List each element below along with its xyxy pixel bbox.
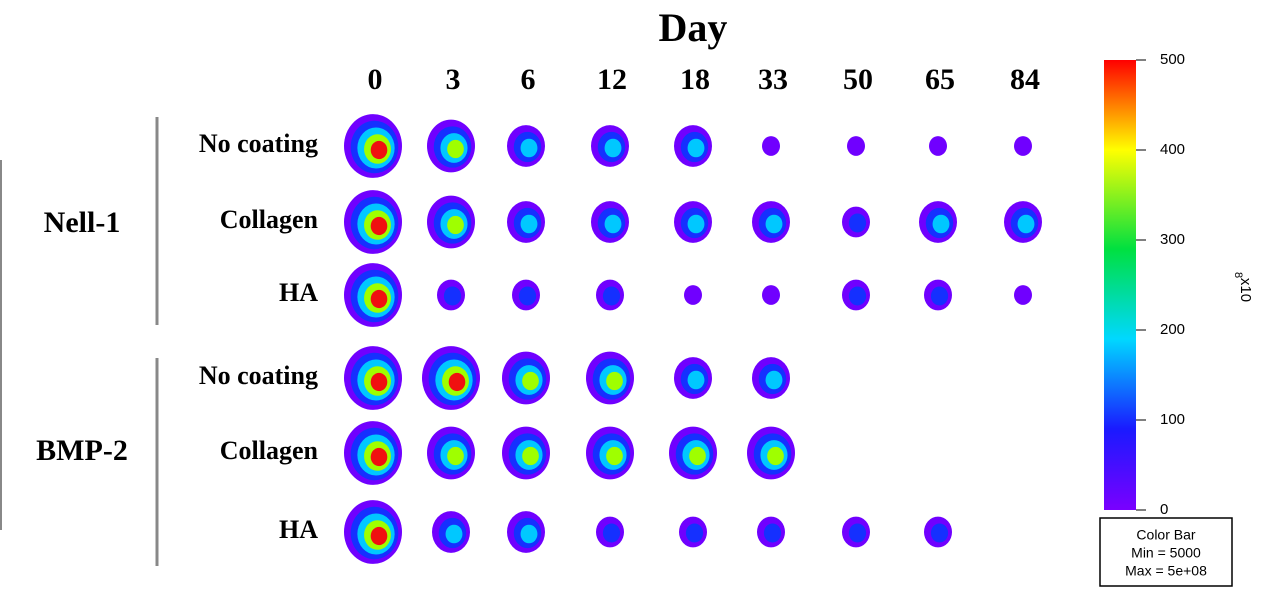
signal-blob	[767, 447, 784, 465]
signal-blob	[522, 447, 539, 465]
signal-blob	[603, 524, 620, 543]
row-label: No coating	[199, 129, 318, 158]
day-label: 33	[758, 63, 788, 96]
unit-label: x10	[1237, 278, 1254, 302]
signal-blob	[764, 524, 781, 543]
signal-blob	[1018, 215, 1035, 234]
signal-blob	[447, 216, 464, 234]
signal-blob	[449, 373, 466, 391]
group-label: BMP-2	[36, 434, 128, 467]
signal-blob	[688, 215, 705, 234]
unit-exponent: 8	[1232, 272, 1244, 278]
signal-blob	[686, 524, 703, 543]
signal-blob	[931, 287, 948, 306]
color-bar-info: Max = 5e+08	[1125, 563, 1207, 579]
color-bar-info: Color Bar	[1136, 527, 1195, 543]
signal-blob	[1014, 285, 1032, 305]
signal-blob	[522, 372, 539, 390]
day-label: 18	[680, 63, 710, 96]
signal-blob	[447, 447, 464, 465]
tick-label: 400	[1160, 141, 1185, 158]
tick-label: 200	[1160, 321, 1185, 338]
day-label: 6	[521, 63, 536, 96]
row-label: No coating	[199, 361, 318, 390]
signal-blob	[521, 139, 538, 158]
row-label: Collagen	[220, 436, 319, 465]
signal-blob	[444, 287, 461, 306]
signal-blob	[371, 373, 388, 391]
group-label: Nell-1	[44, 206, 121, 239]
signal-blob	[521, 525, 538, 544]
title: Day	[659, 5, 728, 50]
signal-blob	[684, 285, 702, 305]
tick-label: 500	[1160, 51, 1185, 68]
signal-blob	[762, 285, 780, 305]
signal-blob	[606, 447, 623, 465]
color-bar	[1104, 60, 1136, 510]
signal-blob	[688, 371, 705, 390]
row-label: HA	[279, 278, 318, 307]
signal-blob	[606, 372, 623, 390]
day-label: 84	[1010, 63, 1040, 96]
signal-blob	[762, 136, 780, 156]
row-label: HA	[279, 515, 318, 544]
day-label: 12	[597, 63, 627, 96]
signal-blob	[931, 524, 948, 543]
signal-blob	[521, 215, 538, 234]
tick-label: 100	[1160, 411, 1185, 428]
signal-blob	[933, 215, 950, 234]
signal-blob	[766, 371, 783, 390]
signal-blob	[1014, 136, 1032, 156]
color-bar-info: Min = 5000	[1131, 545, 1201, 561]
signal-blob	[766, 215, 783, 234]
signal-blob	[929, 136, 947, 156]
signal-blob	[371, 448, 388, 466]
signal-blob	[603, 287, 620, 306]
signal-blob	[371, 290, 388, 308]
figure: Day 0 3 6 12 18 33 50 65 84 Nell-1 No coating Colla…	[0, 0, 1264, 591]
signal-blob	[689, 447, 706, 465]
signal-blob	[519, 287, 536, 306]
row-label: Collagen	[220, 205, 319, 234]
tick-label: 0	[1160, 501, 1168, 518]
signal-blob	[447, 140, 464, 158]
signal-blob	[688, 139, 705, 158]
day-label: 0	[368, 63, 383, 96]
signal-blob	[371, 141, 388, 159]
signal-blob	[605, 139, 622, 158]
signal-blob	[446, 525, 463, 544]
signal-blob	[849, 287, 866, 306]
signal-blob	[849, 524, 866, 543]
signal-blob	[371, 217, 388, 235]
tick-label: 300	[1160, 231, 1185, 248]
signal-blob	[605, 215, 622, 234]
day-label: 3	[446, 63, 461, 96]
signal-blob	[849, 214, 866, 233]
signal-blob	[847, 136, 865, 156]
signal-blob	[371, 527, 388, 545]
day-label: 65	[925, 63, 955, 96]
day-label: 50	[843, 63, 873, 96]
